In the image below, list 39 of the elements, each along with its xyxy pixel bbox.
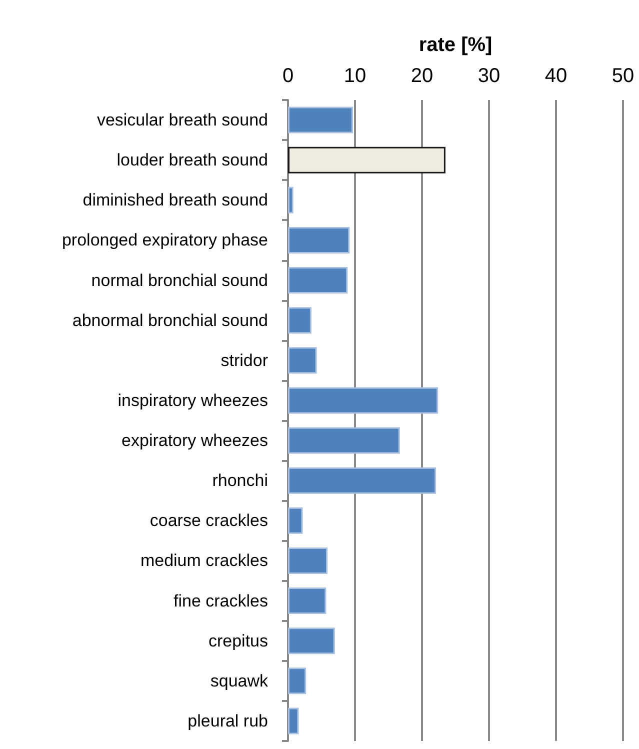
bar xyxy=(288,548,328,574)
bar xyxy=(288,267,348,294)
x-tick-label: 0 xyxy=(282,65,294,87)
y-tick-label: louder breath sound xyxy=(116,150,268,170)
bar xyxy=(288,387,438,414)
y-tick-label: abnormal bronchial sound xyxy=(72,310,268,330)
y-tick-label: inspiratory wheezes xyxy=(118,390,268,410)
x-tick-label: 30 xyxy=(478,65,500,87)
bar xyxy=(288,668,306,694)
y-tick-label: vesicular breath sound xyxy=(96,110,268,130)
y-tick-label: medium crackles xyxy=(140,551,268,570)
bar xyxy=(288,507,303,534)
bar xyxy=(288,307,312,334)
y-tick-label: stridor xyxy=(220,350,268,370)
bar xyxy=(288,227,350,254)
y-tick-label: crepitus xyxy=(208,631,268,650)
x-axis-title: rate [%] xyxy=(418,34,492,56)
y-tick-label: rhonchi xyxy=(212,471,268,490)
bar xyxy=(288,106,353,134)
y-tick-label: coarse crackles xyxy=(150,511,268,530)
bar xyxy=(288,588,326,614)
x-tick-label: 50 xyxy=(612,65,634,87)
y-tick-label: normal bronchial sound xyxy=(91,270,268,290)
y-tick-label: fine crackles xyxy=(174,591,268,610)
y-tick-label: squawk xyxy=(210,671,268,690)
y-tick-label: prolonged expiratory phase xyxy=(62,230,268,250)
x-tick-label: 20 xyxy=(410,65,434,87)
bar xyxy=(288,146,446,174)
x-tick-label: 10 xyxy=(344,65,366,87)
bar xyxy=(288,467,436,494)
bar xyxy=(288,186,294,214)
y-tick-label: expiratory wheezes xyxy=(122,431,268,450)
bar xyxy=(288,427,400,454)
y-tick-label: diminished breath sound xyxy=(82,190,268,210)
bar xyxy=(288,708,299,734)
bar xyxy=(288,628,335,654)
x-tick-label: 40 xyxy=(544,65,568,87)
bar xyxy=(288,347,317,374)
y-tick-label: pleural rub xyxy=(188,711,268,730)
